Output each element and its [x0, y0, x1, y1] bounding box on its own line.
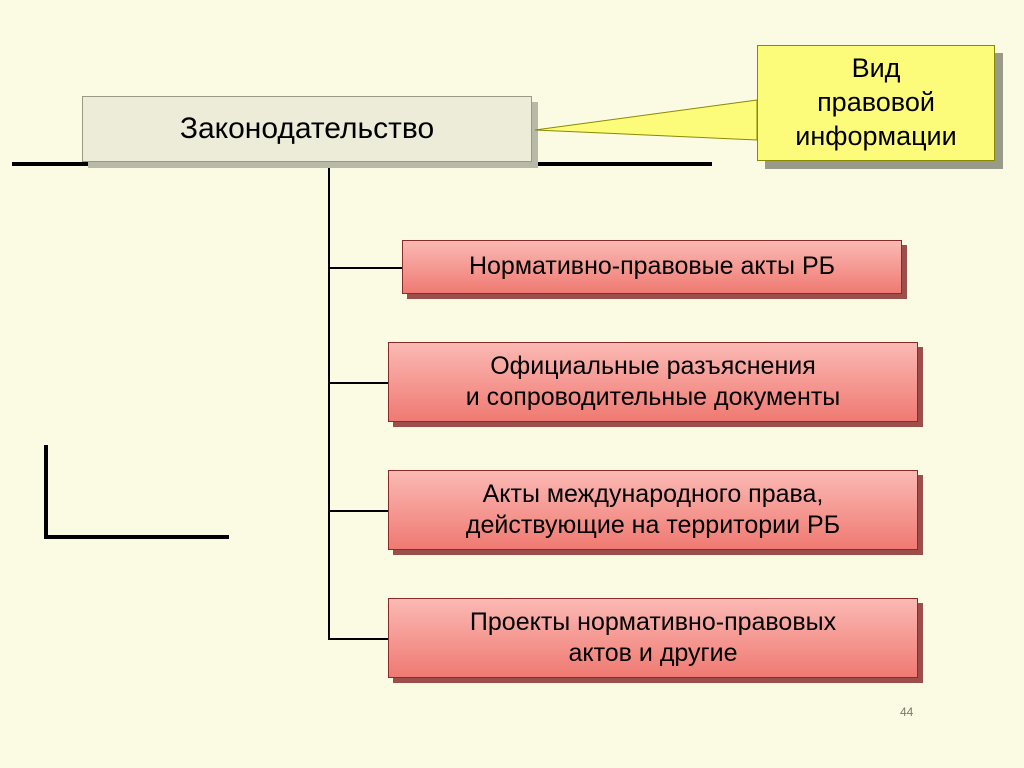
item-1-line-0: Официальные разъяснения	[490, 351, 816, 382]
item-2-line-0: Акты международного права,	[483, 479, 824, 510]
callout-line-0: Вид	[852, 52, 901, 86]
item-box-0: Нормативно-правовые акты РБ	[402, 240, 902, 294]
item-3-line-1: актов и другие	[568, 638, 737, 669]
callout-box: Видправовойинформации	[757, 45, 995, 161]
item-box-1: Официальные разъясненияи сопроводительны…	[388, 342, 918, 422]
diagram-canvas: ЗаконодательствоВидправовойинформацииНор…	[0, 0, 1024, 768]
callout-line-2: информации	[795, 120, 956, 154]
item-1-line-1: и сопроводительные документы	[466, 382, 841, 413]
item-box-3: Проекты нормативно-правовыхактов и други…	[388, 598, 918, 678]
item-box-2: Акты международного права,действующие на…	[388, 470, 918, 550]
callout-line-1: правовой	[817, 86, 935, 120]
item-2-line-1: действующие на территории РБ	[466, 510, 840, 541]
page-number: 44	[900, 705, 913, 719]
item-3-line-0: Проекты нормативно-правовых	[470, 607, 836, 638]
item-0-line-0: Нормативно-правовые акты РБ	[469, 251, 835, 282]
